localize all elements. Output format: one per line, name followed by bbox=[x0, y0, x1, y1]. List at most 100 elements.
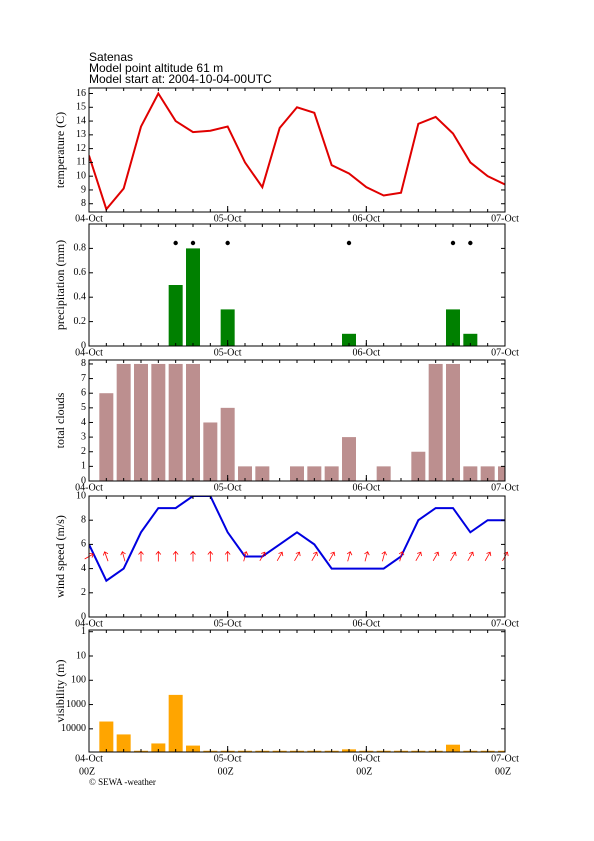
bar bbox=[168, 363, 183, 481]
arrow-shaft bbox=[121, 551, 126, 562]
x-tick-label: 06-Oct bbox=[352, 618, 380, 629]
bar bbox=[446, 363, 460, 481]
wind-arrow bbox=[172, 550, 179, 562]
bar bbox=[116, 734, 131, 752]
y-tick-label: 15 bbox=[76, 102, 86, 113]
x-tick-label: 04-Oct bbox=[75, 213, 103, 224]
arrow-head bbox=[155, 550, 162, 555]
y-tick-label: 14 bbox=[76, 115, 86, 126]
bar bbox=[498, 750, 505, 752]
arrow-head bbox=[295, 551, 301, 557]
x-tick-label: 05-Oct bbox=[214, 753, 242, 764]
wind-arrow bbox=[294, 551, 301, 562]
y-tick-label: 0 bbox=[81, 475, 86, 486]
bar bbox=[324, 466, 339, 481]
arrow-shaft bbox=[415, 551, 422, 562]
y-axis-label: visibility (m) bbox=[53, 659, 67, 722]
y-tick-label: 0.4 bbox=[74, 291, 87, 302]
y-tick-label: 1000 bbox=[66, 699, 86, 710]
wind-arrow bbox=[450, 551, 457, 562]
bar bbox=[428, 363, 443, 481]
arrow-shaft bbox=[276, 551, 283, 562]
x-tick-label: 07-Oct bbox=[491, 618, 519, 629]
y-tick-label: 0 bbox=[81, 340, 86, 351]
y-axis-label: wind speed (m/s) bbox=[53, 515, 67, 598]
arrow-head bbox=[381, 551, 387, 556]
y-tick-label: 1 bbox=[81, 626, 86, 637]
arrow-head bbox=[224, 550, 231, 555]
arrow-shaft bbox=[104, 551, 109, 562]
x-tick-label: 07-Oct bbox=[491, 213, 519, 224]
bar bbox=[376, 466, 391, 481]
x-tick-label: 05-Oct bbox=[214, 213, 242, 224]
arrow-head bbox=[102, 551, 109, 556]
arrow-head bbox=[190, 550, 196, 555]
bar bbox=[480, 466, 495, 481]
y-axis-label: precipitation (mm) bbox=[53, 240, 67, 330]
plot-area bbox=[99, 694, 505, 752]
wind-arrow bbox=[259, 551, 266, 562]
arrow-shaft bbox=[467, 551, 474, 562]
precip-dot bbox=[468, 240, 473, 246]
y-tick-label: 1 bbox=[81, 461, 86, 472]
arrow-head bbox=[313, 551, 318, 557]
wind-arrow bbox=[415, 551, 422, 562]
y-tick-label: 11 bbox=[76, 157, 86, 168]
wind-arrow bbox=[311, 551, 318, 562]
wind-arrow bbox=[190, 550, 196, 562]
bar bbox=[99, 721, 114, 752]
y-axis-label: total clouds bbox=[53, 392, 67, 448]
precip-dot bbox=[225, 240, 230, 246]
x-tick-label: 06-Oct bbox=[352, 482, 380, 493]
y-tick-label: 0.2 bbox=[74, 316, 87, 327]
y-tick-label: 0 bbox=[81, 611, 86, 622]
precip-dot bbox=[173, 240, 178, 246]
y-tick-label: 8 bbox=[81, 198, 86, 209]
bar bbox=[342, 333, 356, 346]
bar bbox=[220, 407, 235, 481]
arrow-head bbox=[330, 551, 336, 557]
arrow-shaft bbox=[294, 551, 300, 562]
y-tick-label: 4 bbox=[81, 563, 86, 574]
x-tick-label: 04-Oct bbox=[75, 753, 103, 764]
arrow-head bbox=[278, 551, 284, 557]
bar bbox=[463, 466, 478, 481]
x-tick-label: 06-Oct bbox=[352, 753, 380, 764]
bar bbox=[238, 466, 252, 481]
x-tick-label: 04-Oct bbox=[75, 482, 103, 493]
wind-arrow bbox=[242, 551, 249, 562]
wind-arrow bbox=[102, 551, 109, 562]
arrow-head bbox=[398, 551, 405, 556]
plot-area bbox=[89, 496, 505, 583]
x-tick-label: 04-Oct bbox=[75, 618, 103, 629]
y-tick-label: 10000 bbox=[61, 723, 86, 734]
arrow-head bbox=[138, 550, 144, 555]
bar bbox=[255, 466, 270, 481]
arrow-shaft bbox=[364, 551, 369, 562]
arrow-shaft bbox=[381, 551, 386, 562]
arrow-head bbox=[120, 551, 126, 556]
y-tick-label: 6 bbox=[81, 539, 86, 550]
wind-arrow bbox=[432, 551, 440, 562]
wind-arrow bbox=[364, 551, 370, 562]
line bbox=[89, 496, 505, 583]
wind-arrow bbox=[224, 550, 231, 562]
bar bbox=[342, 437, 356, 481]
wind-arrow bbox=[207, 550, 214, 562]
x-tick-sublabel: 00Z bbox=[79, 766, 95, 777]
bar bbox=[446, 309, 460, 346]
wind-arrow bbox=[138, 550, 144, 562]
arrow-head bbox=[89, 552, 94, 558]
station-name: Satenas bbox=[89, 50, 133, 64]
y-tick-label: 6 bbox=[81, 388, 86, 399]
y-tick-label: 8 bbox=[81, 358, 86, 369]
bar bbox=[151, 363, 166, 481]
precip-dot bbox=[190, 240, 196, 246]
arrow-head bbox=[346, 551, 353, 556]
arrow-head bbox=[172, 550, 179, 555]
bar bbox=[116, 363, 131, 481]
bar bbox=[168, 694, 183, 752]
precip-dot bbox=[450, 240, 456, 246]
arrow-shaft bbox=[399, 551, 403, 562]
arrow-shaft bbox=[347, 551, 351, 562]
